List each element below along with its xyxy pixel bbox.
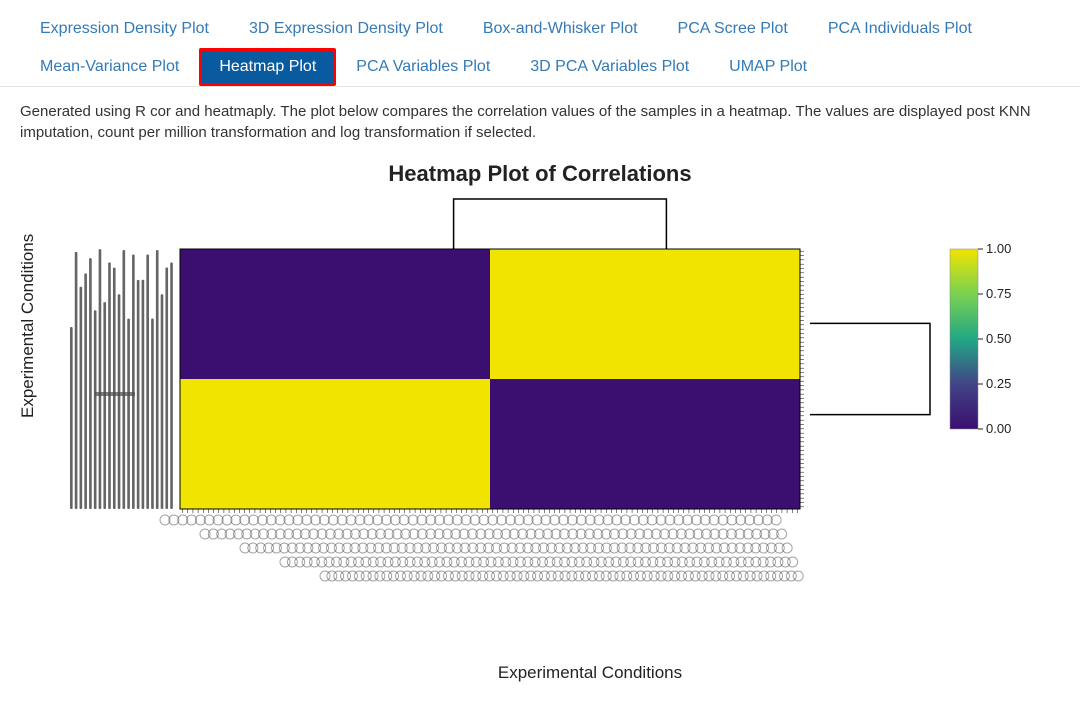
- plot-title: Heatmap Plot of Correlations: [20, 161, 1060, 187]
- tab-pca-scree-plot[interactable]: PCA Scree Plot: [658, 10, 808, 48]
- tab-3d-pca-variables-plot[interactable]: 3D PCA Variables Plot: [510, 48, 709, 86]
- y-axis-label: Experimental Conditions: [18, 234, 38, 418]
- svg-text:0.25: 0.25: [986, 376, 1011, 391]
- plot-tabs: Expression Density Plot3D Expression Den…: [0, 0, 1080, 87]
- tab-pca-individuals-plot[interactable]: PCA Individuals Plot: [808, 10, 992, 48]
- tabs-row-2: Mean-Variance PlotHeatmap PlotPCA Variab…: [20, 48, 1060, 86]
- tabs-row-1: Expression Density Plot3D Expression Den…: [20, 10, 1060, 48]
- tab-umap-plot[interactable]: UMAP Plot: [709, 48, 827, 86]
- tab-mean-variance-plot[interactable]: Mean-Variance Plot: [20, 48, 199, 86]
- tab-heatmap-plot[interactable]: Heatmap Plot: [199, 48, 336, 86]
- x-axis-label: Experimental Conditions: [20, 663, 1060, 683]
- svg-text:0.00: 0.00: [986, 421, 1011, 436]
- plot-area: Experimental Conditions 1.00 0.75 0.50 0.25…: [20, 189, 1020, 659]
- heatmap-svg[interactable]: 1.00 0.75 0.50 0.25 0.00: [20, 189, 1020, 619]
- plot-container: Heatmap Plot of Correlations Experimenta…: [0, 143, 1080, 703]
- tab-expression-density-plot[interactable]: Expression Density Plot: [20, 10, 229, 48]
- svg-text:0.75: 0.75: [986, 286, 1011, 301]
- svg-text:1.00: 1.00: [986, 241, 1011, 256]
- svg-text:0.50: 0.50: [986, 331, 1011, 346]
- tab-pca-variables-plot[interactable]: PCA Variables Plot: [336, 48, 510, 86]
- tab-box-and-whisker-plot[interactable]: Box-and-Whisker Plot: [463, 10, 658, 48]
- tab-3d-expression-density-plot[interactable]: 3D Expression Density Plot: [229, 10, 463, 48]
- plot-description: Generated using R cor and heatmaply. The…: [0, 87, 1080, 143]
